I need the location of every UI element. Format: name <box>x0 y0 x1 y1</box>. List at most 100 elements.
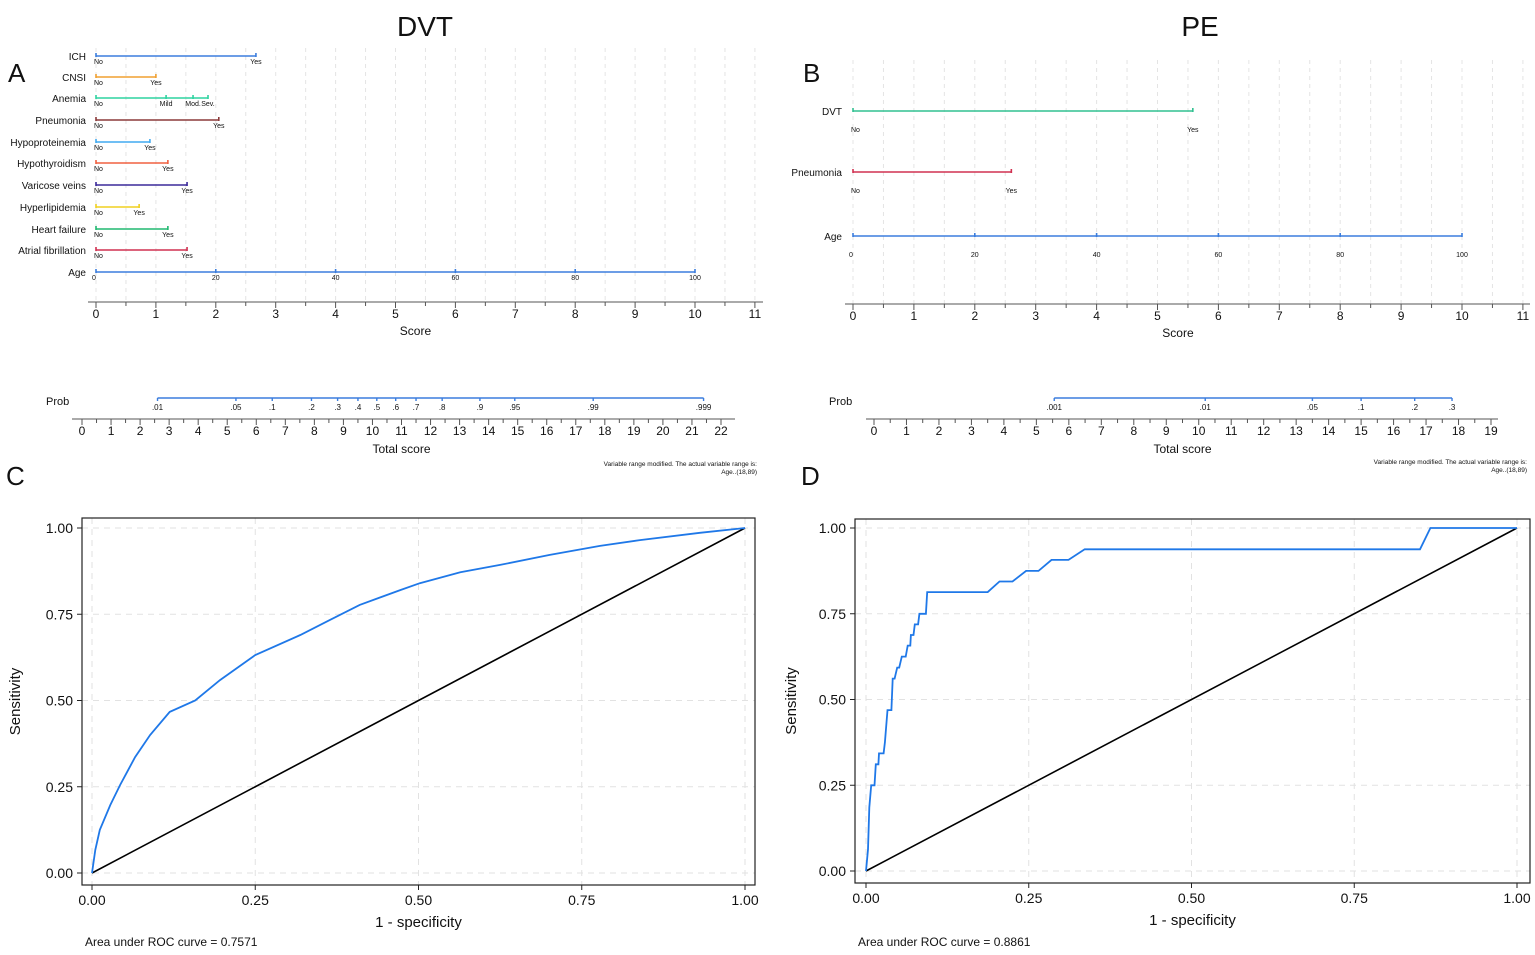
score-tick-label: 5 <box>392 307 399 321</box>
auc-label: Area under ROC curve = 0.8861 <box>858 935 1031 949</box>
level-label: 40 <box>1093 252 1101 259</box>
level-label: No <box>94 166 103 173</box>
predictor-label: Pneumonia <box>791 168 842 179</box>
score-tick-label: 9 <box>632 307 639 321</box>
total-tick-label: 18 <box>1452 424 1466 438</box>
total-tick-label: 3 <box>968 424 975 438</box>
level-label: No <box>94 232 103 239</box>
panel-letter-a: A <box>8 58 26 88</box>
score-tick-label: 0 <box>850 309 857 323</box>
prob-mark-label: .1 <box>269 403 276 412</box>
predictor-label: Anemia <box>52 94 86 105</box>
total-tick-label: 4 <box>195 424 202 438</box>
level-label: No <box>94 80 103 87</box>
level-label: Yes <box>1006 188 1018 195</box>
total-tick-label: 5 <box>1033 424 1040 438</box>
score-tick-label: 10 <box>688 307 702 321</box>
predictor-label: Heart failure <box>32 225 87 236</box>
predictor-label: Pneumonia <box>35 116 86 127</box>
predictor-label: Hypothyroidism <box>17 159 86 170</box>
level-label: No <box>94 253 103 260</box>
score-tick-label: 6 <box>1215 309 1222 323</box>
y-axis-label: Sensitivity <box>7 667 24 735</box>
y-tick-label: 0.00 <box>46 865 73 881</box>
total-axis-label: Total score <box>372 442 430 456</box>
level-label: 0 <box>92 275 96 282</box>
total-tick-label: 2 <box>936 424 943 438</box>
prob-mark-label: .2 <box>308 403 315 412</box>
prob-mark-label: .3 <box>1449 403 1456 412</box>
total-tick-label: 19 <box>627 424 641 438</box>
reference-diagonal <box>865 527 1518 872</box>
score-tick-label: 9 <box>1398 309 1405 323</box>
predictor-label: Hypoproteinemia <box>10 138 86 149</box>
y-tick-label: 0.75 <box>46 606 73 622</box>
prob-mark-label: .95 <box>509 403 521 412</box>
predictor-label: Age <box>824 232 842 243</box>
x-tick-label: 0.50 <box>405 892 432 908</box>
auc-label: Area under ROC curve = 0.7571 <box>85 935 258 949</box>
total-tick-label: 1 <box>108 424 115 438</box>
total-tick-label: 1 <box>903 424 910 438</box>
prob-mark-label: .05 <box>1307 403 1319 412</box>
total-tick-label: 9 <box>340 424 347 438</box>
total-tick-label: 6 <box>1065 424 1072 438</box>
prob-mark-label: .1 <box>1358 403 1365 412</box>
total-tick-label: 10 <box>366 424 380 438</box>
level-label: 60 <box>452 275 460 282</box>
level-label: Yes <box>133 210 145 217</box>
x-tick-label: 0.75 <box>1341 890 1368 906</box>
level-label: Yes <box>144 145 156 152</box>
prob-mark-label: .01 <box>152 403 164 412</box>
score-tick-label: 1 <box>153 307 160 321</box>
level-label: Mod. <box>185 101 201 108</box>
score-axis-label: Score <box>1162 326 1194 340</box>
score-tick-label: 10 <box>1455 309 1469 323</box>
level-label: Yes <box>213 123 225 130</box>
level-label: 100 <box>689 275 701 282</box>
score-tick-label: 7 <box>1276 309 1283 323</box>
total-tick-label: 15 <box>1354 424 1368 438</box>
prob-mark-label: .6 <box>392 403 399 412</box>
total-tick-label: 17 <box>569 424 583 438</box>
total-tick-label: 4 <box>1001 424 1008 438</box>
reference-diagonal <box>91 527 746 874</box>
score-tick-label: 1 <box>911 309 918 323</box>
score-tick-label: 2 <box>971 309 978 323</box>
y-tick-label: 0.50 <box>46 693 73 709</box>
x-tick-label: 0.75 <box>568 892 595 908</box>
score-tick-label: 8 <box>572 307 579 321</box>
x-tick-label: 0.50 <box>1178 890 1205 906</box>
level-label: 20 <box>971 252 979 259</box>
total-tick-label: 7 <box>1098 424 1105 438</box>
panel-letter-d: D <box>801 461 820 491</box>
total-tick-label: 12 <box>424 424 438 438</box>
score-tick-label: 0 <box>93 307 100 321</box>
level-label: No <box>94 59 103 66</box>
predictor-label: CNSI <box>62 73 86 84</box>
roc-curve <box>91 527 746 874</box>
level-label: No <box>94 145 103 152</box>
range-note: Age..(18,89) <box>721 469 757 476</box>
prob-mark-label: .05 <box>230 403 242 412</box>
level-label: 0 <box>849 252 853 259</box>
total-tick-label: 15 <box>511 424 525 438</box>
predictor-label: Varicose veins <box>22 181 86 192</box>
plot-frame <box>854 518 1531 884</box>
total-tick-label: 7 <box>282 424 289 438</box>
total-tick-label: 11 <box>395 424 408 438</box>
prob-mark-label: .01 <box>1200 403 1212 412</box>
total-tick-label: 13 <box>453 424 467 438</box>
score-tick-label: 4 <box>332 307 339 321</box>
score-tick-label: 11 <box>749 307 762 321</box>
level-label: Yes <box>181 188 193 195</box>
panel-title-pe: PE <box>1181 11 1218 42</box>
x-tick-label: 0.25 <box>1015 890 1042 906</box>
panel-letter-b: B <box>803 58 820 88</box>
score-tick-label: 7 <box>512 307 519 321</box>
panel-title-dvt: DVT <box>397 11 453 42</box>
level-label: Yes <box>250 59 262 66</box>
prob-mark-label: .3 <box>334 403 341 412</box>
y-tick-label: 0.50 <box>819 692 846 708</box>
